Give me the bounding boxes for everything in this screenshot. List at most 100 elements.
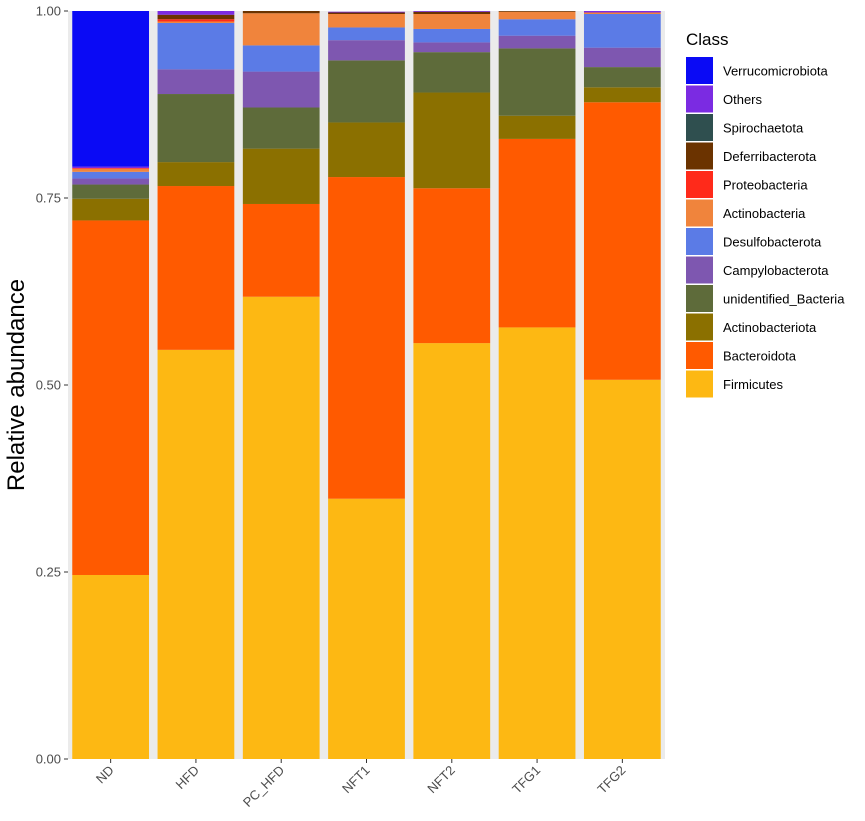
legend-label: Firmicutes (723, 377, 783, 392)
y-tick-label: 0.00 (36, 752, 61, 767)
bar-segment-tfg1-campylobacterota (498, 35, 576, 49)
bar-segment-nd-campylobacterota (72, 178, 150, 185)
x-tick-label: TFG2 (594, 763, 628, 797)
bar-segment-pc_hfd-desulfobacterota (242, 45, 320, 72)
bar-segment-nft1-campylobacterota (328, 40, 405, 61)
legend-swatch (686, 114, 713, 141)
y-tick-label: 0.75 (36, 191, 61, 206)
bar-segment-tfg2-firmicutes (583, 379, 661, 759)
bar-segment-pc_hfd-actinobacteriota (242, 148, 320, 204)
bar-segment-tfg1-firmicutes (498, 327, 576, 759)
bar-segment-tfg2-unidentified_bacteria (583, 67, 661, 88)
bar-segment-nd-verrucomicrobiota (72, 11, 150, 167)
bar-segment-nft2-campylobacterota (413, 42, 491, 53)
bar-segment-tfg1-deferribacterota (498, 11, 576, 12)
x-tick-label: ND (93, 763, 117, 787)
bar-segment-hfd-actinobacteriota (157, 162, 235, 187)
x-tick-label: NFT2 (424, 763, 458, 797)
legend-item: Campylobacterota (686, 256, 829, 284)
bar-segment-tfg1-bacteroidota (498, 138, 576, 328)
bar-segment-nft2-deferribacterota (413, 11, 491, 14)
bar-stack-pc_hfd (242, 11, 320, 759)
legend-swatch (686, 171, 713, 198)
legend-label: Campylobacterota (723, 263, 829, 278)
legend-item: Spirochaetota (686, 114, 804, 141)
x-tick-label: NFT1 (339, 763, 373, 797)
legend-swatch (686, 57, 713, 84)
legend-swatch (686, 285, 713, 312)
legend-label: Actinobacteria (723, 206, 806, 221)
legend-label: Deferribacterota (723, 149, 817, 164)
bar-segment-nft1-deferribacterota (328, 12, 405, 14)
legend-swatch (686, 370, 713, 398)
legend-label: Spirochaetota (723, 121, 804, 136)
legend-item: Proteobacteria (686, 171, 808, 198)
bar-segment-nft2-firmicutes (413, 343, 491, 759)
legend-item: Others (686, 85, 763, 113)
bars-layer (72, 11, 661, 759)
legend-item: Actinobacteriota (686, 313, 817, 341)
y-tick-label: 1.00 (36, 4, 61, 19)
bar-segment-nft1-others (328, 11, 405, 13)
legend-item: Bacteroidota (686, 342, 797, 369)
legend-swatch (686, 228, 713, 255)
y-axis-title: Relative abundance (3, 279, 30, 491)
bar-segment-nd-actinobacteriota (72, 198, 150, 221)
bar-segment-hfd-desulfobacterota (157, 22, 235, 70)
bar-segment-nft2-actinobacteriota (413, 92, 491, 189)
y-tick-label: 0.25 (36, 565, 61, 580)
legend-swatch (686, 342, 713, 369)
bar-segment-hfd-firmicutes (157, 349, 235, 759)
bar-segment-nft1-bacteroidota (328, 177, 405, 499)
legend-item: Verrucomicrobiota (686, 57, 829, 84)
legend-label: Desulfobacterota (723, 235, 822, 250)
bar-segment-hfd-bacteroidota (157, 186, 235, 350)
bar-segment-nft2-unidentified_bacteria (413, 52, 491, 93)
bar-segment-nft1-actinobacteria (328, 13, 405, 28)
bar-segment-pc_hfd-deferribacterota (242, 11, 320, 14)
legend-swatch (686, 142, 713, 170)
bar-segment-tfg1-actinobacteria (498, 11, 576, 20)
x-tick-label: PC_HFD (240, 763, 287, 810)
bar-segment-nft2-actinobacteria (413, 13, 491, 29)
legend-swatch (686, 199, 713, 227)
bar-segment-nd-unidentified_bacteria (72, 184, 150, 199)
bar-stack-nft2 (413, 11, 491, 759)
legend-label: Bacteroidota (723, 349, 797, 364)
bar-segment-nd-firmicutes (72, 574, 150, 759)
bar-segment-nd-desulfobacterota (72, 171, 150, 179)
legend-swatch (686, 256, 713, 284)
y-tick-label: 0.50 (36, 378, 61, 393)
bar-segment-nft2-others (413, 11, 491, 12)
bar-segment-nft1-desulfobacterota (328, 27, 405, 41)
legend-label: Proteobacteria (723, 178, 808, 193)
bar-segment-tfg2-others (583, 11, 661, 13)
bar-stack-hfd (157, 11, 235, 759)
legend-label: Verrucomicrobiota (723, 64, 829, 79)
bar-segment-pc_hfd-actinobacteria (242, 13, 320, 46)
legend: Class Verrucomicrobiota Others Spirochaeto… (686, 30, 845, 398)
bar-segment-tfg1-unidentified_bacteria (498, 48, 576, 116)
bar-segment-nft1-firmicutes (328, 498, 405, 759)
bar-segment-pc_hfd-unidentified_bacteria (242, 107, 320, 149)
bar-segment-tfg1-actinobacteriota (498, 115, 576, 139)
bar-segment-tfg2-bacteroidota (583, 102, 661, 380)
bar-segment-hfd-actinobacteria (157, 21, 235, 23)
bar-segment-nft2-bacteroidota (413, 188, 491, 344)
bar-stack-nft1 (328, 11, 405, 759)
bar-segment-nd-actinobacteria (72, 168, 150, 172)
legend-swatch (686, 313, 713, 341)
bar-segment-nft1-unidentified_bacteria (328, 60, 405, 123)
bar-segment-hfd-unidentified_bacteria (157, 94, 235, 163)
legend-item: Deferribacterota (686, 142, 817, 170)
x-axis: ND HFD PC_HFD NFT1 NFT2 TFG1 TFG2 (93, 759, 628, 810)
bar-segment-pc_hfd-bacteroidota (242, 203, 320, 297)
bar-segment-nd-proteobacteria (72, 168, 150, 169)
y-axis: 0.00 0.25 0.50 0.75 1.00 (36, 4, 68, 767)
bar-segment-nft1-actinobacteriota (328, 122, 405, 178)
bar-segment-tfg1-desulfobacterota (498, 19, 576, 36)
legend-label: Actinobacteriota (723, 320, 817, 335)
bar-segment-hfd-proteobacteria (157, 19, 235, 22)
legend-label: Others (723, 92, 763, 107)
